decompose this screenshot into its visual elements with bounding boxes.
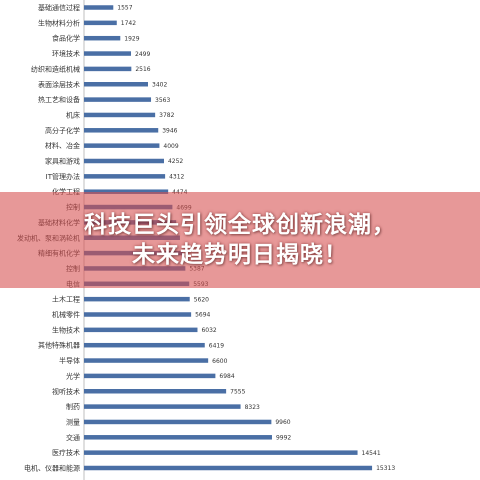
category-label: 视听技术 <box>52 387 80 396</box>
category-label: 土木工程 <box>52 295 80 304</box>
bar <box>84 450 358 455</box>
value-label: 2499 <box>135 51 150 58</box>
banner-line-2: 未来趋势明日揭晓！ <box>132 242 348 268</box>
bar <box>84 35 121 41</box>
bar <box>84 66 132 72</box>
value-label: 1742 <box>121 20 136 27</box>
value-label: 14541 <box>362 450 381 457</box>
bar <box>84 51 132 56</box>
bar <box>84 20 117 26</box>
bar <box>84 143 160 148</box>
category-label: 光学 <box>66 371 80 380</box>
category-label: 半导体 <box>59 356 80 365</box>
bar <box>84 389 227 394</box>
value-label: 9992 <box>276 435 291 442</box>
bar <box>84 342 205 348</box>
value-label: 1929 <box>124 35 139 42</box>
value-label: 3782 <box>159 112 174 119</box>
value-label: 9960 <box>275 419 290 426</box>
value-label: 2516 <box>135 66 150 73</box>
value-label: 4312 <box>169 174 184 181</box>
bar <box>84 128 159 133</box>
value-label: 6419 <box>209 342 224 349</box>
category-label: 食品化学 <box>52 34 80 43</box>
bar <box>84 189 169 194</box>
value-label: 4252 <box>168 158 183 165</box>
bar <box>84 112 156 118</box>
category-label: 电机、仪器和能源 <box>24 464 80 473</box>
bar <box>84 419 272 425</box>
value-label: 8323 <box>245 404 260 411</box>
bar <box>84 312 192 317</box>
category-label: 生物材料分析 <box>38 18 80 27</box>
bar <box>84 373 216 379</box>
value-label: 7555 <box>230 388 245 395</box>
category-label: 热工艺和设备 <box>38 95 80 104</box>
category-label: 生物技术 <box>52 325 80 334</box>
bar <box>84 5 114 10</box>
category-label: 机床 <box>66 110 80 119</box>
value-label: 3563 <box>155 97 170 104</box>
category-label: 材料、冶金 <box>45 141 80 150</box>
category-label: 化学工程 <box>52 187 80 196</box>
value-label: 1557 <box>117 5 132 12</box>
bar <box>84 465 373 471</box>
category-label: 医疗技术 <box>52 448 80 457</box>
category-label: 基础通信过程 <box>38 3 80 12</box>
category-label: 测量 <box>66 418 80 426</box>
value-label: 4009 <box>163 143 178 150</box>
category-label: 环境技术 <box>52 49 80 58</box>
bar <box>84 174 166 179</box>
bar <box>84 296 190 302</box>
category-label: 制药 <box>66 402 80 411</box>
bar <box>84 404 241 409</box>
value-label: 6032 <box>201 327 216 334</box>
category-label: 高分子化学 <box>45 126 80 135</box>
value-label: 6984 <box>219 373 234 380</box>
category-label: 机械零件 <box>52 310 80 319</box>
bar <box>84 97 152 102</box>
category-label: 表面涂层技术 <box>38 80 80 89</box>
bar <box>84 435 272 440</box>
banner-line-1: 科技巨头引领全球创新浪潮， <box>84 212 396 238</box>
promo-banner: 科技巨头引领全球创新浪潮， 未来趋势明日揭晓！ <box>0 192 480 288</box>
category-label: 家具和游戏 <box>45 157 80 166</box>
bar <box>84 358 209 363</box>
category-label: 交通 <box>66 433 80 442</box>
value-label: 5620 <box>194 296 209 303</box>
value-label: 15313 <box>376 465 395 472</box>
value-label: 3402 <box>152 81 167 88</box>
bar <box>84 158 164 164</box>
value-label: 3946 <box>162 128 177 135</box>
value-label: 6600 <box>212 358 227 365</box>
category-label: 纺织和造纸机械 <box>31 64 80 73</box>
bar <box>84 327 198 333</box>
category-label: IT管理办法 <box>46 172 80 181</box>
category-label: 其他特殊机器 <box>38 341 80 350</box>
value-label: 5694 <box>195 312 210 319</box>
bars-group: 基础通信过程 1557 生物材料分析 1742 食品化学 1929 环境技术 2499 纺织和造… <box>17 3 395 473</box>
bar <box>84 82 149 87</box>
